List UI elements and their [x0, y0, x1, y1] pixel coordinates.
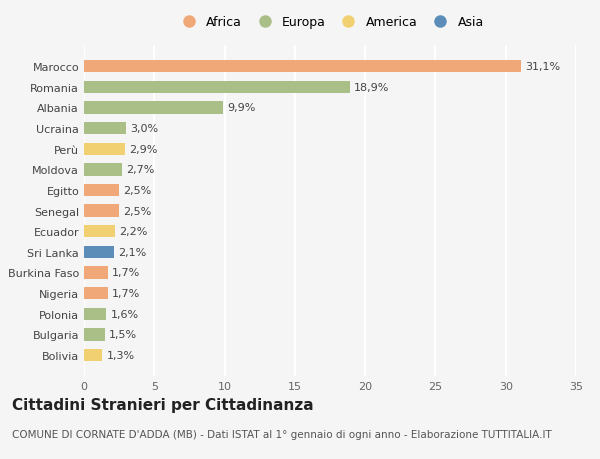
- Bar: [84, 287, 108, 300]
- Bar: [84, 246, 113, 258]
- Text: COMUNE DI CORNATE D'ADDA (MB) - Dati ISTAT al 1° gennaio di ogni anno - Elaboraz: COMUNE DI CORNATE D'ADDA (MB) - Dati IST…: [12, 429, 552, 439]
- Text: 1,7%: 1,7%: [112, 268, 140, 278]
- Bar: [84, 225, 115, 238]
- Text: 31,1%: 31,1%: [526, 62, 560, 72]
- Bar: [84, 267, 108, 279]
- Bar: [84, 329, 105, 341]
- Text: 9,9%: 9,9%: [227, 103, 256, 113]
- Text: 3,0%: 3,0%: [130, 124, 158, 134]
- Text: 2,2%: 2,2%: [119, 227, 148, 237]
- Text: 1,7%: 1,7%: [112, 288, 140, 298]
- Bar: [84, 61, 521, 73]
- Text: 2,7%: 2,7%: [126, 165, 155, 175]
- Bar: [84, 308, 106, 320]
- Text: 1,3%: 1,3%: [106, 350, 134, 360]
- Bar: [84, 349, 102, 361]
- Text: 2,9%: 2,9%: [129, 145, 157, 154]
- Text: 2,1%: 2,1%: [118, 247, 146, 257]
- Text: 1,5%: 1,5%: [109, 330, 137, 340]
- Text: Cittadini Stranieri per Cittadinanza: Cittadini Stranieri per Cittadinanza: [12, 397, 314, 412]
- Bar: [84, 123, 126, 135]
- Text: 18,9%: 18,9%: [354, 83, 389, 93]
- Text: 2,5%: 2,5%: [124, 185, 152, 196]
- Text: 2,5%: 2,5%: [124, 206, 152, 216]
- Bar: [84, 164, 122, 176]
- Bar: [84, 82, 350, 94]
- Bar: [84, 102, 223, 114]
- Bar: [84, 185, 119, 197]
- Text: 1,6%: 1,6%: [111, 309, 139, 319]
- Bar: [84, 205, 119, 217]
- Legend: Africa, Europa, America, Asia: Africa, Europa, America, Asia: [172, 12, 488, 33]
- Bar: [84, 143, 125, 156]
